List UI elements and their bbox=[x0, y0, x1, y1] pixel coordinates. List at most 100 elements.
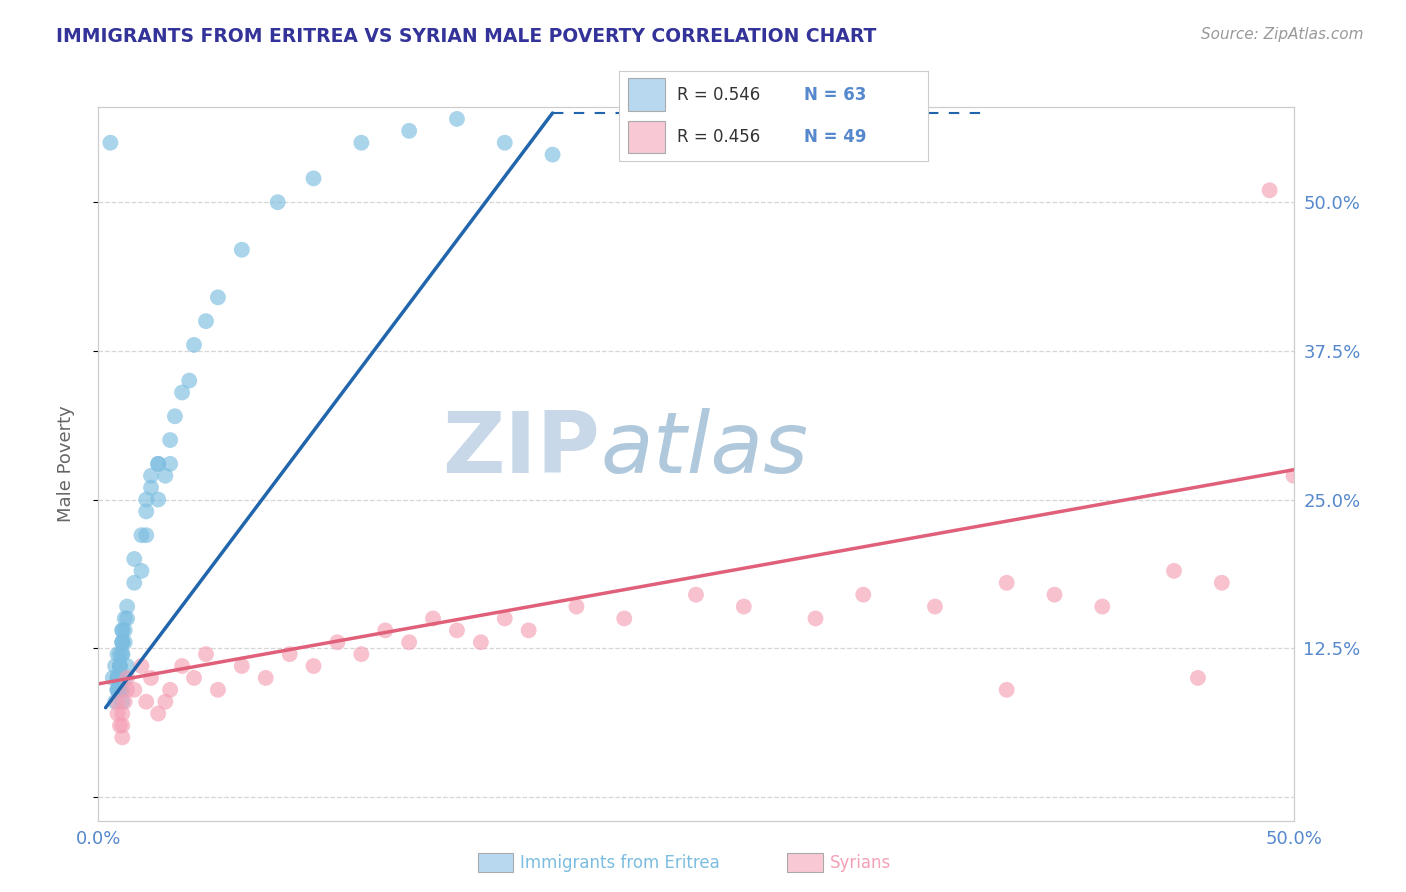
Text: atlas: atlas bbox=[600, 408, 808, 491]
Point bbox=[565, 599, 588, 614]
Bar bbox=[628, 121, 665, 153]
Point bbox=[494, 136, 516, 150]
Point bbox=[107, 647, 129, 661]
Point bbox=[1091, 599, 1114, 614]
Point bbox=[155, 468, 177, 483]
Point bbox=[231, 243, 253, 257]
Point bbox=[159, 682, 181, 697]
Text: N = 49: N = 49 bbox=[804, 128, 866, 146]
Point bbox=[111, 682, 134, 697]
Point bbox=[111, 695, 134, 709]
Point bbox=[107, 682, 129, 697]
Point bbox=[114, 635, 136, 649]
Point bbox=[124, 575, 146, 590]
Bar bbox=[628, 78, 665, 111]
Point bbox=[494, 611, 516, 625]
Point bbox=[278, 647, 301, 661]
Point bbox=[148, 706, 170, 721]
Point bbox=[107, 682, 129, 697]
Point bbox=[107, 706, 129, 721]
Point bbox=[541, 147, 564, 161]
Point bbox=[613, 611, 636, 625]
Point bbox=[148, 457, 170, 471]
Point bbox=[108, 682, 131, 697]
Point bbox=[207, 290, 229, 304]
Point bbox=[995, 682, 1018, 697]
Text: Immigrants from Eritrea: Immigrants from Eritrea bbox=[520, 854, 720, 871]
Point bbox=[139, 671, 162, 685]
Point bbox=[685, 588, 707, 602]
Point bbox=[194, 314, 218, 328]
Text: ZIP: ZIP bbox=[443, 408, 600, 491]
Point bbox=[159, 433, 181, 447]
Point bbox=[115, 659, 138, 673]
Point bbox=[374, 624, 396, 638]
Point bbox=[139, 481, 162, 495]
Point bbox=[108, 671, 131, 685]
Point bbox=[398, 124, 420, 138]
Point bbox=[159, 457, 181, 471]
Point bbox=[111, 635, 134, 649]
Point bbox=[115, 599, 138, 614]
Text: IMMIGRANTS FROM ERITREA VS SYRIAN MALE POVERTY CORRELATION CHART: IMMIGRANTS FROM ERITREA VS SYRIAN MALE P… bbox=[56, 27, 876, 45]
Point bbox=[1282, 468, 1305, 483]
Point bbox=[183, 671, 205, 685]
Point bbox=[183, 338, 205, 352]
Point bbox=[302, 171, 325, 186]
Point bbox=[115, 611, 138, 625]
Point bbox=[135, 695, 157, 709]
Point bbox=[107, 682, 129, 697]
Point bbox=[139, 468, 162, 483]
Point bbox=[924, 599, 946, 614]
Point bbox=[148, 457, 170, 471]
Point bbox=[852, 588, 875, 602]
Point bbox=[267, 195, 290, 210]
Point bbox=[111, 635, 134, 649]
Point bbox=[231, 659, 253, 673]
Point bbox=[148, 492, 170, 507]
Point bbox=[207, 682, 229, 697]
Point bbox=[111, 706, 134, 721]
Point bbox=[114, 624, 136, 638]
Point bbox=[111, 718, 134, 732]
Point bbox=[302, 659, 325, 673]
Point bbox=[101, 671, 124, 685]
Point bbox=[107, 671, 129, 685]
Point bbox=[470, 635, 492, 649]
Point bbox=[517, 624, 540, 638]
Point bbox=[104, 695, 127, 709]
Point bbox=[155, 695, 177, 709]
Text: R = 0.456: R = 0.456 bbox=[678, 128, 761, 146]
Point bbox=[446, 624, 468, 638]
Point bbox=[131, 564, 153, 578]
Point bbox=[995, 575, 1018, 590]
Point bbox=[107, 695, 129, 709]
Point bbox=[108, 718, 131, 732]
Y-axis label: Male Poverty: Male Poverty bbox=[56, 406, 75, 522]
Text: R = 0.546: R = 0.546 bbox=[678, 86, 761, 103]
Point bbox=[254, 671, 277, 685]
Point bbox=[135, 504, 157, 518]
Point bbox=[111, 647, 134, 661]
Point bbox=[163, 409, 186, 424]
Point bbox=[124, 682, 146, 697]
Point bbox=[135, 492, 157, 507]
Point bbox=[446, 112, 468, 126]
Text: Syrians: Syrians bbox=[830, 854, 891, 871]
Point bbox=[194, 647, 218, 661]
Text: N = 63: N = 63 bbox=[804, 86, 866, 103]
Point bbox=[111, 624, 134, 638]
Point bbox=[350, 136, 373, 150]
Point bbox=[804, 611, 827, 625]
Point bbox=[98, 136, 122, 150]
Point bbox=[131, 528, 153, 542]
Point bbox=[135, 528, 157, 542]
Point bbox=[111, 624, 134, 638]
Point bbox=[111, 647, 134, 661]
Point bbox=[111, 731, 134, 745]
Point bbox=[1187, 671, 1209, 685]
Point bbox=[1163, 564, 1185, 578]
Point bbox=[422, 611, 444, 625]
Point bbox=[108, 682, 131, 697]
Point bbox=[179, 374, 201, 388]
